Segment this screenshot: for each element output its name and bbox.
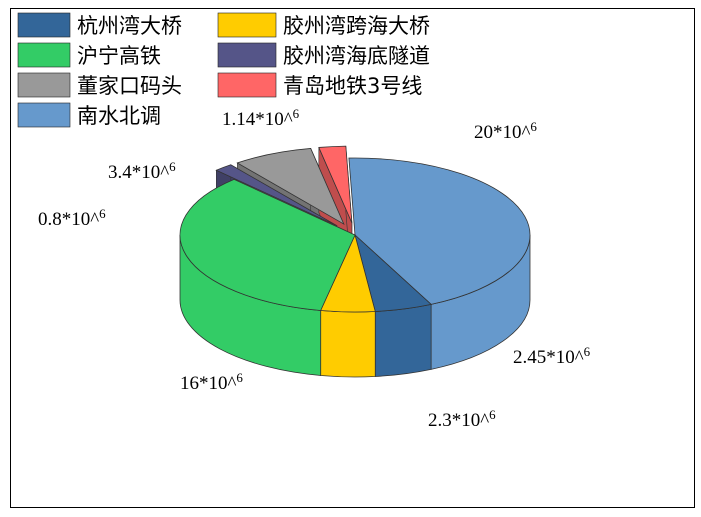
slice-5-top xyxy=(215,164,338,227)
legend-label-1: 南水北调 xyxy=(77,104,161,128)
legend-label-4: 沪宁高铁 xyxy=(77,44,161,68)
slice-1-top xyxy=(348,157,531,305)
legend-swatch-5 xyxy=(217,42,277,68)
pie-tops xyxy=(179,145,531,313)
legend-swatch-1 xyxy=(17,102,71,128)
data-label-5: 0.8*10^6 xyxy=(38,206,106,230)
slice-7-top xyxy=(318,145,353,224)
legend-swatch-3 xyxy=(217,12,277,38)
legend-label-5: 胶州湾海底隧道 xyxy=(283,44,430,68)
data-label-2: 2.45*10^6 xyxy=(513,344,591,368)
legend-swatch-6 xyxy=(17,72,71,98)
legend-label-6: 董家口码头 xyxy=(77,74,182,98)
data-label-7: 1.14*10^6 xyxy=(222,106,300,130)
legend-label-3: 胶州湾跨海大桥 xyxy=(283,14,430,38)
data-label-3: 2.3*10^6 xyxy=(428,407,496,431)
data-labels: 20*10^6 2.45*10^6 2.3*10^6 16*10^6 0.8*10^63… xyxy=(38,106,591,431)
chart-frame xyxy=(10,8,695,508)
legend-swatch-7 xyxy=(217,72,277,98)
legend-swatch-4 xyxy=(17,42,71,68)
slice-6-top xyxy=(236,148,345,225)
legend-label-7: 青岛地铁3号线 xyxy=(283,74,422,98)
legend-swatch-2 xyxy=(17,12,71,38)
slice-2-side xyxy=(374,303,432,377)
data-label-4: 16*10^6 xyxy=(180,370,243,394)
data-label-6: 3.4*10^6 xyxy=(108,159,176,183)
legend-label-2: 杭州湾大桥 xyxy=(77,14,182,38)
data-label-1: 20*10^6 xyxy=(474,119,537,143)
slice-3-side xyxy=(320,310,376,378)
slice-4-top xyxy=(179,178,356,311)
